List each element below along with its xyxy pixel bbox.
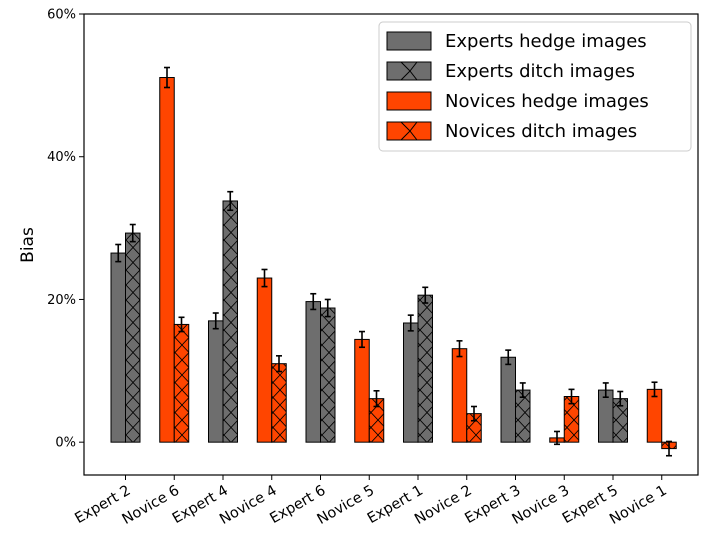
bar-expert-6-hedge (305, 301, 321, 443)
error-bar-novice-1-ditch (666, 440, 672, 457)
y-tick-label-0: 0% (55, 436, 76, 451)
legend-swatch-experts-hedge-images (386, 31, 432, 51)
legend-item-novices-ditch-images: Novices ditch images (386, 121, 637, 142)
error-bar-expert-5-ditch (617, 390, 624, 407)
error-bar-novice-4-ditch (276, 355, 282, 373)
error-bar-expert-3-ditch (519, 382, 526, 399)
error-bar-novice-3-hedge (554, 430, 560, 446)
bar-hatch-novice-4-ditch (271, 363, 287, 443)
plot-frame (83, 13, 699, 476)
legend-item-experts-ditch-images: Experts ditch images (386, 61, 635, 82)
error-bars-layer (115, 66, 672, 457)
error-bar-expert-1-ditch (422, 286, 429, 304)
error-bar-novice-5-ditch (373, 389, 380, 408)
bar-hatch-novice-2-ditch (466, 413, 482, 443)
legend-label-experts-hedge-images: Experts hedge images (445, 31, 647, 52)
bar-expert-4-hedge (208, 320, 224, 443)
error-bar-expert-6-ditch (324, 298, 331, 318)
bar-hatch-novice-5-ditch (369, 398, 384, 443)
legend-item-novices-hedge-images: Novices hedge images (386, 91, 649, 112)
bar-hatch-expert-5-ditch (613, 398, 628, 443)
error-bar-novice-6-hedge (164, 66, 170, 89)
error-bar-novice-5-hedge (359, 330, 365, 349)
bar-hatch-expert-3-ditch (515, 390, 530, 443)
bar-hatch-expert-4-ditch (223, 200, 238, 443)
bar-novice-5-hedge (354, 338, 370, 443)
legend-swatch-experts-ditch-images (386, 61, 432, 81)
error-bar-novice-2-ditch (471, 405, 477, 422)
error-bar-expert-1-hedge (407, 314, 414, 332)
legend-label-novices-ditch-images: Novices ditch images (445, 121, 637, 142)
error-bar-novice-6-ditch (178, 316, 185, 333)
bar-expert-3-hedge (500, 356, 516, 443)
error-bar-expert-4-ditch (227, 190, 234, 212)
legend-label-experts-ditch-images: Experts ditch images (445, 61, 635, 82)
y-tick-label-60: 60% (47, 8, 76, 23)
legend-swatch-novices-hedge-images (386, 91, 432, 111)
error-bar-expert-2-hedge (115, 243, 122, 263)
bar-hatch-expert-6-ditch (320, 308, 335, 443)
legend-box (378, 21, 692, 152)
bar-hatch-novice-6-ditch (174, 324, 189, 443)
bar-expert-1-hedge (403, 322, 419, 443)
error-bar-novice-2-hedge (456, 340, 463, 358)
bar-novice-6-hedge (159, 77, 175, 443)
error-bar-expert-4-hedge (212, 312, 219, 330)
legend-swatch-novices-ditch-images (386, 121, 432, 141)
error-bar-novice-1-hedge (651, 381, 658, 398)
bar-hatch-novice-3-ditch (564, 396, 579, 443)
bar-novice-2-hedge (451, 348, 468, 443)
error-bar-expert-5-hedge (602, 382, 609, 399)
error-bar-novice-4-hedge (261, 268, 268, 288)
error-bar-expert-6-hedge (310, 292, 317, 311)
error-bar-expert-2-ditch (129, 223, 136, 243)
bars-layer (110, 77, 677, 450)
error-bar-novice-3-ditch (568, 388, 575, 405)
bar-hatch-expert-1-ditch (418, 295, 433, 443)
bar-novice-4-hedge (256, 277, 273, 443)
y-axis-label: Bias (18, 227, 38, 263)
legend: Experts hedge images Experts ditch images… (378, 21, 692, 152)
legend-label-novices-hedge-images: Novices hedge images (445, 91, 649, 112)
bar-expert-2-hedge (110, 252, 126, 443)
y-tick-label-40: 40% (47, 150, 76, 165)
bar-hatch-expert-2-ditch (125, 233, 140, 443)
error-bar-expert-3-hedge (505, 349, 512, 366)
y-tick-label-20: 20% (47, 293, 76, 308)
legend-item-experts-hedge-images: Experts hedge images (386, 31, 647, 52)
y-axis: 0% 20% 40% 60% (47, 8, 84, 451)
